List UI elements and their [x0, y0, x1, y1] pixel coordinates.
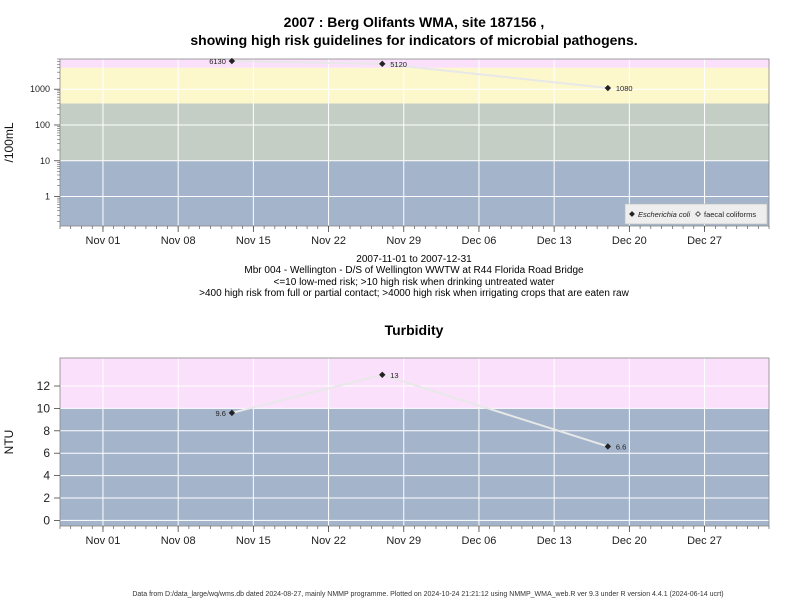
chart-title-line2: showing high risk guidelines for indicat…	[190, 32, 637, 48]
x-tick-label: Dec 27	[687, 535, 722, 547]
y-tick-label: 4	[43, 469, 50, 483]
data-point	[379, 371, 386, 378]
risk-band	[60, 408, 769, 526]
x-tick-label: Dec 20	[612, 535, 647, 547]
legend-label: Escherichia coli	[638, 210, 690, 219]
y-axis-label: /100mL	[2, 122, 16, 162]
x-tick-label: Nov 22	[311, 235, 346, 247]
subtitle-drinking-risk: <=10 low-med risk; >10 high risk when dr…	[274, 277, 556, 288]
x-tick-label: Dec 06	[462, 535, 497, 547]
footer-note: Data from D:/data_large/wq/wms.db dated …	[132, 591, 723, 598]
turbidity-title: Turbidity	[385, 322, 444, 338]
data-label: 6.6	[616, 442, 626, 451]
subtitle-site: Mbr 004 - Wellington - D/S of Wellington…	[244, 265, 584, 276]
x-tick-label: Nov 08	[161, 235, 196, 247]
y-tick-label: 1	[45, 192, 50, 202]
data-label: 13	[390, 371, 398, 380]
data-label: 6130	[209, 57, 226, 66]
y-tick-label: 6	[43, 446, 50, 460]
legend-marker	[695, 211, 701, 217]
data-label: 5120	[390, 60, 407, 69]
x-tick-label: Nov 01	[86, 235, 121, 247]
y-tick-label: 100	[35, 120, 50, 130]
y-tick-label: 10	[37, 401, 51, 415]
data-point	[379, 60, 386, 68]
x-tick-label: Nov 15	[236, 235, 271, 247]
turbidity-plot-panel: Nov 01 Nov 08 Nov 15 Nov 22 Nov 29 Dec 06 Dec …	[2, 357, 770, 547]
data-point	[228, 409, 236, 417]
x-tick-label: Nov 22	[311, 535, 346, 547]
y-tick-label: 8	[43, 424, 50, 438]
subtitle-date-range: 2007-11-01 to 2007-12-31	[356, 254, 472, 265]
x-tick-label: Dec 06	[462, 235, 497, 247]
data-label: 9.6	[215, 409, 225, 418]
data-point	[228, 57, 236, 65]
y-axis-label: NTU	[2, 430, 16, 455]
x-tick-label: Nov 29	[386, 235, 421, 247]
risk-band	[60, 103, 769, 161]
y-tick-label: 1000	[30, 84, 50, 94]
y-tick-label: 0	[43, 513, 50, 527]
y-tick-label: 10	[40, 156, 50, 166]
x-tick-label: Nov 08	[161, 535, 196, 547]
x-tick-label: Dec 13	[537, 235, 572, 247]
x-tick-label: Dec 20	[612, 235, 647, 247]
data-label: 1080	[616, 84, 633, 93]
chart-title-line1: 2007 : Berg Olifants WMA, site 187156 ,	[284, 14, 545, 30]
legend-label: faecal coliforms	[704, 210, 756, 219]
x-tick-label: Dec 13	[537, 535, 572, 547]
data-point	[604, 443, 612, 450]
y-tick-label: 12	[37, 379, 51, 393]
legend-marker	[629, 211, 635, 217]
microbial-plot-panel: Nov 01 Nov 08 Nov 15 Nov 22 Nov 29 Dec 06 Dec …	[2, 57, 770, 247]
y-tick-label: 2	[43, 491, 50, 505]
x-tick-label: Nov 01	[86, 535, 121, 547]
x-tick-label: Nov 29	[386, 535, 421, 547]
x-tick-label: Nov 15	[236, 535, 271, 547]
risk-band	[60, 67, 769, 104]
subtitle-contact-risk: >400 high risk from full or partial cont…	[199, 288, 629, 299]
risk-band	[60, 59, 769, 68]
risk-band	[60, 358, 769, 409]
data-point	[604, 84, 612, 92]
x-tick-label: Dec 27	[687, 235, 722, 247]
